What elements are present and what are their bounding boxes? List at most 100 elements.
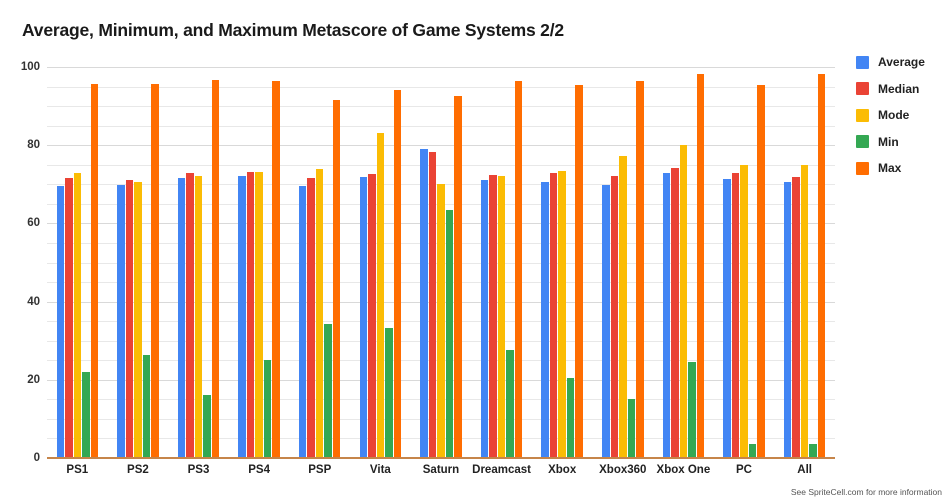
bar-min[interactable] <box>203 395 211 458</box>
bar-mode[interactable] <box>376 133 385 458</box>
x-axis-tick-label: Xbox <box>548 464 577 476</box>
bar-min[interactable] <box>142 355 151 458</box>
legend-item[interactable]: Mode <box>856 108 948 122</box>
bar-max[interactable] <box>90 83 99 458</box>
gridline <box>47 67 835 68</box>
bar-average[interactable] <box>177 178 186 458</box>
legend-item[interactable]: Median <box>856 82 948 96</box>
bar-average[interactable] <box>662 173 671 458</box>
bar-mode[interactable] <box>740 164 748 458</box>
bar-group <box>653 67 714 458</box>
bar-max[interactable] <box>817 73 826 458</box>
bar-max[interactable] <box>696 73 705 458</box>
bar-median[interactable] <box>307 178 315 458</box>
bar-max[interactable] <box>757 84 765 458</box>
gridline <box>47 164 835 166</box>
bar-median[interactable] <box>671 167 679 458</box>
bar-median[interactable] <box>125 180 134 458</box>
bar-median[interactable] <box>368 173 376 458</box>
bar-average[interactable] <box>783 182 792 458</box>
bar-mode[interactable] <box>194 176 203 458</box>
bar-mode[interactable] <box>134 182 142 458</box>
legend-item[interactable]: Min <box>856 135 948 149</box>
bar-cluster <box>56 67 99 458</box>
bar-max[interactable] <box>575 85 583 458</box>
y-axis-tick-label: 40 <box>27 295 40 308</box>
bar-average[interactable] <box>602 185 610 458</box>
bar-min[interactable] <box>809 444 817 458</box>
bar-mode[interactable] <box>497 176 506 458</box>
legend-item-label: Mode <box>878 108 910 122</box>
legend-color-swatch <box>856 161 869 175</box>
legend-item[interactable]: Max <box>856 161 948 175</box>
bar-group <box>592 67 653 458</box>
bar-median[interactable] <box>428 152 437 458</box>
bar-mode[interactable] <box>558 171 566 458</box>
bar-min[interactable] <box>506 350 514 458</box>
legend-item-label: Average <box>878 55 925 69</box>
bar-min[interactable] <box>566 377 575 458</box>
bar-median[interactable] <box>610 176 619 458</box>
bar-group <box>350 67 411 458</box>
bar-group <box>229 67 290 458</box>
bar-max[interactable] <box>514 81 523 458</box>
x-axis-tick-label: PC <box>736 464 752 476</box>
bar-cluster <box>177 67 220 458</box>
x-axis-tick-label: PSP <box>308 464 332 476</box>
bar-max[interactable] <box>151 83 159 458</box>
x-axis-tick-label: Xbox One <box>656 464 711 476</box>
bar-max[interactable] <box>636 80 644 458</box>
bar-min[interactable] <box>627 399 636 458</box>
bar-group <box>471 67 532 458</box>
bar-min[interactable] <box>263 360 272 458</box>
bar-average[interactable] <box>56 186 65 458</box>
bar-cluster <box>723 67 765 458</box>
bar-median[interactable] <box>731 172 740 458</box>
y-axis-tick-label: 20 <box>27 373 40 386</box>
bar-mode[interactable] <box>315 168 324 458</box>
y-axis-tick-label: 0 <box>33 452 40 464</box>
bar-median[interactable] <box>186 172 194 458</box>
bar-average[interactable] <box>238 176 246 458</box>
bar-cluster <box>662 67 705 458</box>
bar-mode[interactable] <box>437 184 445 458</box>
bar-max[interactable] <box>272 81 280 458</box>
legend-item-label: Max <box>878 161 902 175</box>
bar-max[interactable] <box>332 100 341 458</box>
bar-max[interactable] <box>393 89 402 458</box>
bar-median[interactable] <box>246 171 255 458</box>
bar-median[interactable] <box>489 174 497 458</box>
x-axis-tick-label: PS1 <box>66 464 89 476</box>
bar-group <box>714 67 775 458</box>
legend-item[interactable]: Average <box>856 55 948 69</box>
bar-mode[interactable] <box>800 164 809 458</box>
bar-min[interactable] <box>748 444 757 458</box>
bar-average[interactable] <box>723 179 731 458</box>
bar-min[interactable] <box>324 323 332 458</box>
bar-mode[interactable] <box>255 171 263 458</box>
bar-median[interactable] <box>792 177 800 458</box>
bar-mode[interactable] <box>619 155 627 458</box>
bar-average[interactable] <box>480 180 489 458</box>
bar-average[interactable] <box>541 182 549 458</box>
footnote: See SpriteCell.com for more information <box>790 487 942 497</box>
x-axis-line <box>47 457 835 459</box>
legend-color-swatch <box>856 108 869 122</box>
bar-min[interactable] <box>82 371 90 458</box>
bar-min[interactable] <box>688 362 696 458</box>
bar-average[interactable] <box>117 185 125 458</box>
bar-median[interactable] <box>65 178 73 458</box>
bar-min[interactable] <box>385 328 393 458</box>
bar-mode[interactable] <box>679 145 688 458</box>
bar-average[interactable] <box>298 186 307 458</box>
bar-median[interactable] <box>549 172 558 458</box>
bar-average[interactable] <box>359 177 368 458</box>
legend-item-label: Median <box>878 81 920 96</box>
bar-max[interactable] <box>211 79 220 458</box>
bar-cluster <box>359 67 402 458</box>
bar-average[interactable] <box>420 149 428 458</box>
bar-max[interactable] <box>454 96 462 458</box>
y-axis-tick-label: 80 <box>27 139 40 152</box>
bar-mode[interactable] <box>73 172 82 458</box>
bar-min[interactable] <box>445 209 454 458</box>
